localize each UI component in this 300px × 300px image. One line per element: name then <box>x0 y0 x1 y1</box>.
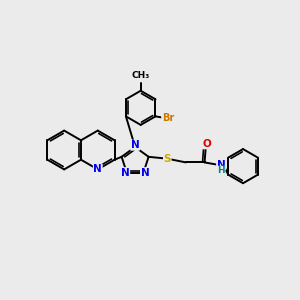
Text: S: S <box>164 154 171 164</box>
Text: H: H <box>217 166 225 175</box>
Text: N: N <box>141 168 149 178</box>
Text: N: N <box>121 168 130 178</box>
Text: Br: Br <box>162 113 174 123</box>
Text: O: O <box>202 139 211 149</box>
Text: N: N <box>93 164 102 174</box>
Text: N: N <box>131 140 140 150</box>
Text: N: N <box>217 160 225 170</box>
Text: CH₃: CH₃ <box>132 70 150 80</box>
